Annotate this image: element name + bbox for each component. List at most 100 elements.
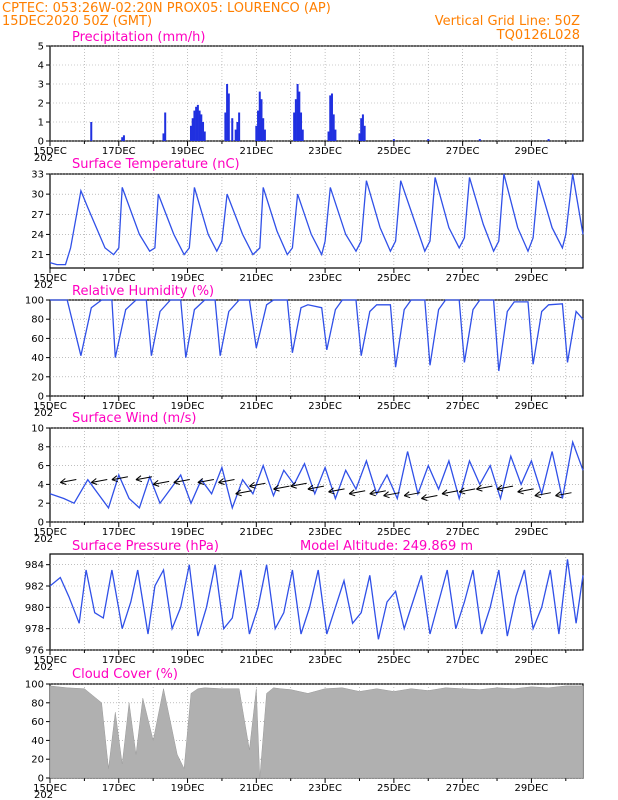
precip-bar — [257, 110, 260, 141]
x-tick-label: 27DEC — [446, 146, 480, 157]
wind-arrow-head — [403, 491, 411, 499]
x-tick-label: 29DEC — [515, 146, 549, 157]
x-tick-label: 19DEC — [171, 401, 205, 412]
wind-arrow-shaft — [91, 479, 108, 484]
y-tick-label: 984 — [25, 560, 44, 571]
x-tick-label: 29DEC — [515, 655, 549, 666]
y-tick-label: 21 — [31, 250, 44, 261]
wind-arrow-shaft — [476, 485, 493, 490]
y-tick-label: 10 — [31, 424, 44, 435]
cloud-area — [49, 685, 584, 779]
y-tick-label: 40 — [31, 353, 44, 364]
wind-arrow-shaft — [421, 495, 438, 499]
y-tick-label: 0 — [38, 518, 44, 529]
x-tick-label: 25DEC — [377, 273, 411, 284]
y-tick-label: 80 — [31, 315, 44, 326]
wind-arrow-shaft — [153, 480, 170, 485]
precip-bar — [330, 93, 333, 141]
precip-bar — [121, 137, 124, 141]
y-tick-label: 4 — [38, 61, 44, 72]
wind-arrow-shaft — [197, 479, 214, 484]
precip-bar — [327, 131, 330, 141]
precip-bar — [231, 118, 234, 141]
x-tick-label: 17DEC — [102, 527, 136, 538]
wind-arrow-shaft — [555, 492, 572, 497]
wind-arrow-head — [348, 489, 356, 497]
y-tick-label: 982 — [25, 582, 44, 593]
x-tick-label: 27DEC — [446, 783, 480, 794]
x-tick-label: 29DEC — [515, 401, 549, 412]
y-tick-label: 24 — [31, 230, 44, 241]
precip-bar — [363, 125, 366, 141]
x-tick-label: 15DEC — [33, 273, 67, 284]
y-tick-label: 80 — [31, 698, 44, 709]
precip-bar — [547, 139, 550, 141]
x-tick-label: 27DEC — [446, 273, 480, 284]
precip-bar — [234, 129, 237, 141]
wind-arrow-shaft — [235, 490, 252, 495]
x-tick-label: 15DEC — [33, 146, 67, 157]
precip-bar — [294, 99, 297, 141]
y-tick-label: 6 — [38, 461, 44, 472]
x-tick-label: 23DEC — [308, 655, 342, 666]
x-tick-label: 19DEC — [171, 655, 205, 666]
y-tick-label: 978 — [25, 624, 44, 635]
precip-bar — [203, 131, 206, 141]
x-tick-label: 23DEC — [308, 401, 342, 412]
wind-arrow-head — [517, 487, 524, 495]
year-stub-label: 202 — [34, 408, 53, 419]
plot-frame — [49, 299, 584, 397]
wind-arrow-head — [496, 484, 504, 492]
panel-title: Precipitation (mm/h) — [72, 30, 205, 45]
temperature-series-line — [49, 173, 584, 266]
x-tick-label: 19DEC — [171, 527, 205, 538]
wind-arrow-shaft — [60, 479, 77, 484]
precip-bar — [227, 93, 230, 141]
temperature-panel: 21 24 27 30 33 15DEC 17DEC 19DEC 21DEC 23DEC 25DEC… — [31, 157, 584, 291]
precipitation-panel: 0 1 2 3 4 5 15DEC 17DEC 19DEC 21DEC 23DEC 25DEC 27DE… — [33, 30, 584, 164]
model-code: TQ0126L028 — [496, 28, 580, 43]
x-tick-label: 29DEC — [515, 273, 549, 284]
precip-bar — [189, 125, 192, 141]
wind-arrow-shaft — [307, 485, 324, 490]
y-tick-label: 1 — [38, 118, 44, 129]
y-tick-label: 100 — [25, 680, 44, 691]
precip-bar — [162, 133, 165, 141]
precip-bar — [258, 91, 261, 141]
wind-arrow-shaft — [459, 488, 476, 493]
precip-bar — [300, 112, 303, 141]
station-header: CPTEC: 053:26W-02:20N PROX05: LOURENCO (… — [2, 1, 331, 16]
x-tick-label: 23DEC — [308, 527, 342, 538]
y-tick-label: 100 — [25, 296, 44, 307]
y-tick-label: 8 — [38, 442, 44, 453]
wind-arrow-head — [458, 487, 466, 495]
y-tick-label: 40 — [31, 736, 44, 747]
wind-arrow-head — [197, 478, 205, 485]
wind-arrow-head — [290, 481, 297, 489]
wind-arrow-head — [249, 481, 256, 489]
precip-bar — [195, 106, 198, 141]
precip-bar — [193, 110, 196, 141]
x-tick-label: 19DEC — [171, 783, 205, 794]
wind-arrow-head — [111, 475, 119, 483]
y-tick-label: 20 — [31, 372, 44, 383]
wind-arrow-shaft — [441, 490, 459, 495]
panel-subtitle: Model Altitude: 249.869 m — [300, 539, 473, 554]
x-tick-label: 19DEC — [171, 273, 205, 284]
y-tick-label: 2 — [38, 99, 44, 110]
y-tick-label: 0 — [38, 137, 44, 148]
x-tick-label: 21DEC — [239, 655, 273, 666]
plot-frame — [49, 427, 584, 523]
wind-series-line — [49, 439, 584, 511]
grid-line-note: Vertical Grid Line: 50Z — [435, 14, 580, 29]
precip-bar — [296, 84, 299, 141]
panel-title: Surface Pressure (hPa) — [72, 539, 219, 554]
x-tick-label: 29DEC — [515, 527, 549, 538]
wind-arrow-head — [421, 494, 428, 501]
panel-title: Relative Humidity (%) — [72, 284, 214, 299]
wind-arrow-head — [90, 478, 98, 485]
wind-arrow-shaft — [135, 476, 153, 481]
y-tick-label: 980 — [25, 603, 44, 614]
precip-bar — [262, 118, 265, 141]
y-tick-label: 3 — [38, 80, 44, 91]
